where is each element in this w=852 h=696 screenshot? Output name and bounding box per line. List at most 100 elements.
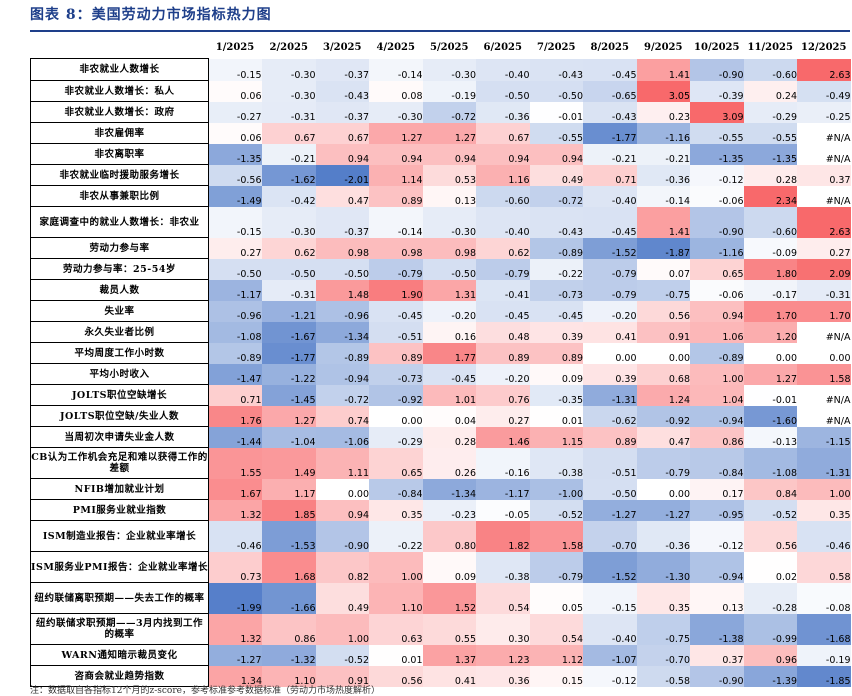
heat-cell: -1.30: [636, 551, 690, 583]
row-label: 失业率: [30, 300, 209, 322]
heat-cell: -0.30: [422, 206, 476, 238]
heat-cell: -0.51: [369, 321, 423, 343]
table-row: 非农离职率 -1.35 -0.21 0.94 0.94 0.94 0.94 0.94 -0.21…: [30, 143, 851, 165]
heat-cell: 0.00: [797, 342, 851, 364]
heat-cell: -1.04: [262, 426, 316, 448]
column-header: 6/2025: [483, 42, 522, 54]
row-label: 非农雇佣率: [30, 122, 209, 144]
heat-cell: -1.31: [583, 384, 637, 406]
heat-cell: 0.06: [208, 122, 262, 144]
row-label: 非农就业人数增长：私人: [30, 80, 209, 102]
heat-cell: 1.27: [422, 122, 476, 144]
column-header: 2/2025: [269, 42, 308, 54]
heat-cell: -0.43: [529, 58, 583, 81]
row-label: ISM服务业PMI报告：企业就业率增长: [30, 551, 209, 583]
heat-cell: -0.25: [797, 101, 851, 123]
heat-cell: 0.58: [797, 551, 851, 583]
heat-cell: 0.35: [636, 582, 690, 614]
row-label: NFIB增加就业计划: [30, 478, 209, 500]
heat-cell: -0.50: [208, 258, 262, 280]
row-label: 非农从事兼职比例: [30, 185, 209, 207]
heat-cell: -0.94: [690, 405, 744, 427]
heat-cell: 0.65: [369, 447, 423, 479]
heat-cell: 1.85: [262, 499, 316, 521]
heat-cell: 0.76: [476, 384, 530, 406]
heat-cell: 1.31: [422, 279, 476, 301]
table-row: PMI服务业就业指数 1.32 1.85 0.94 0.35 -0.23 -0.05 -0.5…: [30, 499, 851, 521]
heat-cell: -1.06: [315, 426, 369, 448]
heat-cell: -1.16: [636, 122, 690, 144]
heat-cell: -1.16: [690, 237, 744, 259]
heat-cell: -1.52: [583, 237, 637, 259]
heat-cell: -0.01: [529, 101, 583, 123]
heat-cell: 0.09: [422, 551, 476, 583]
table-row: 当周初次申请失业金人数 -1.44 -1.04 -1.06 -0.29 0.28 1.46 1…: [30, 426, 851, 448]
heat-cell: -0.45: [583, 206, 637, 238]
heat-cell: 2.34: [743, 185, 797, 207]
heat-cell: -0.30: [262, 206, 316, 238]
heat-cell: -0.52: [743, 499, 797, 521]
heat-cell: -0.43: [583, 101, 637, 123]
heat-cell: 0.23: [636, 101, 690, 123]
heat-cell: -0.73: [369, 363, 423, 385]
heat-cell: 0.09: [529, 363, 583, 385]
heat-cell: 1.34: [208, 665, 262, 687]
row-label: 非农就业人数增长：政府: [30, 101, 209, 123]
heat-cell: -1.27: [583, 499, 637, 521]
table-row: ISM服务业PMI报告：企业就业率增长 0.73 1.68 0.82 1.00 0.09-…: [30, 551, 851, 583]
table-row: 永久失业者比例 -1.08 -1.67 -1.34 -0.51 0.16 0.48 0.39 0…: [30, 321, 851, 343]
row-label: 咨商会就业趋势指数: [30, 665, 209, 687]
column-header: 9/2025: [644, 42, 683, 54]
heat-cell: 0.56: [743, 520, 797, 552]
heat-cell: -0.27: [208, 101, 262, 123]
heat-cell: 1.00: [369, 551, 423, 583]
heat-cell: -0.37: [315, 206, 369, 238]
row-label: 劳动力参与率: [30, 237, 209, 259]
heat-cell: 0.39: [529, 321, 583, 343]
heat-cell: -0.72: [315, 384, 369, 406]
heat-cell: -0.60: [476, 185, 530, 207]
heat-cell: -0.20: [476, 363, 530, 385]
column-header: 8/2025: [590, 42, 629, 54]
heat-cell: 1.27: [262, 405, 316, 427]
heat-cell: 1.41: [636, 58, 690, 81]
heat-cell: -1.21: [262, 300, 316, 322]
heat-cell: -0.22: [369, 520, 423, 552]
heat-cell: 0.71: [583, 164, 637, 186]
row-label: PMI服务业就业指数: [30, 499, 209, 521]
heatmap-table: 1/2025 2/2025 3/2025 4/2025 5/2025 6/2025 7/20…: [30, 37, 851, 687]
table-row: ISM制造业报告：企业就业率增长 -0.46 -1.53 -0.90 -0.22 0.80…: [30, 520, 851, 552]
heat-cell: 1.82: [476, 520, 530, 552]
heat-cell: -1.68: [797, 613, 851, 645]
heat-cell: 0.71: [208, 384, 262, 406]
heat-cell: 0.17: [690, 478, 744, 500]
heat-cell: -0.15: [208, 206, 262, 238]
footnote: 注：数据取自各指标12个月的z-score，参考标准参考数据标准（劳动力市场热度…: [30, 686, 380, 696]
heat-cell: 0.98: [369, 237, 423, 259]
heat-cell: -1.45: [262, 384, 316, 406]
heat-cell: -0.12: [690, 520, 744, 552]
heat-cell: #N/A: [797, 384, 851, 406]
heat-cell: -0.72: [529, 185, 583, 207]
heat-cell: 0.94: [422, 143, 476, 165]
heat-cell: 1.68: [262, 551, 316, 583]
heat-cell: 0.89: [583, 426, 637, 448]
heat-cell: 0.48: [476, 321, 530, 343]
heat-cell: -0.79: [583, 279, 637, 301]
heat-cell: -1.99: [208, 582, 262, 614]
title-rule: [30, 30, 850, 32]
heat-cell: -0.79: [636, 447, 690, 479]
heat-cell: -0.56: [208, 164, 262, 186]
table-row: WARN通知暗示裁员变化 -1.27 -1.32 -0.52 0.01 1.37 1.23 1…: [30, 644, 851, 666]
heat-cell: 1.23: [476, 644, 530, 666]
heat-cell: 1.27: [743, 363, 797, 385]
heat-cell: -0.30: [369, 101, 423, 123]
row-label: ISM制造业报告：企业就业率增长: [30, 520, 209, 552]
heat-cell: -1.08: [743, 447, 797, 479]
heat-cell: -0.23: [422, 499, 476, 521]
heat-cell: 0.06: [208, 80, 262, 102]
corner-cell: [31, 37, 209, 59]
heat-cell: -0.60: [743, 58, 797, 81]
heat-cell: -0.96: [208, 300, 262, 322]
heat-cell: 0.08: [369, 80, 423, 102]
